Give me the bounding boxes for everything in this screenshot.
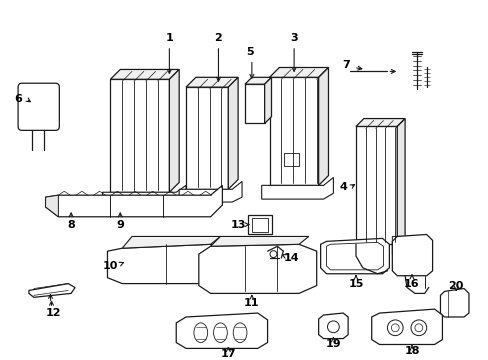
Text: 3: 3	[290, 33, 297, 43]
Polygon shape	[371, 309, 442, 345]
Polygon shape	[355, 126, 396, 244]
Text: 18: 18	[404, 346, 419, 356]
Text: 5: 5	[245, 47, 253, 57]
Polygon shape	[210, 237, 308, 246]
Polygon shape	[45, 185, 222, 217]
Polygon shape	[264, 77, 271, 123]
Polygon shape	[199, 244, 316, 293]
Polygon shape	[107, 244, 225, 284]
Polygon shape	[110, 79, 169, 192]
Text: 16: 16	[404, 279, 419, 289]
Text: 4: 4	[339, 182, 346, 192]
Polygon shape	[29, 284, 75, 297]
Polygon shape	[396, 118, 404, 244]
Polygon shape	[185, 87, 228, 189]
Text: 11: 11	[244, 298, 259, 308]
Text: 7: 7	[342, 59, 349, 69]
Polygon shape	[269, 67, 328, 77]
Polygon shape	[45, 195, 58, 217]
Polygon shape	[102, 185, 185, 207]
Polygon shape	[244, 84, 264, 123]
Text: 17: 17	[220, 349, 236, 359]
Polygon shape	[320, 238, 388, 274]
Text: 6: 6	[14, 94, 22, 104]
Polygon shape	[391, 237, 408, 254]
Polygon shape	[247, 215, 271, 234]
Text: 13: 13	[230, 220, 245, 230]
Polygon shape	[318, 67, 328, 185]
Text: 10: 10	[102, 261, 118, 271]
Polygon shape	[440, 288, 468, 317]
Text: 19: 19	[325, 339, 341, 350]
Text: 15: 15	[347, 279, 363, 289]
Text: 14: 14	[283, 253, 298, 263]
Polygon shape	[110, 69, 179, 79]
Polygon shape	[228, 77, 238, 189]
Polygon shape	[261, 177, 333, 199]
Polygon shape	[176, 313, 267, 348]
Polygon shape	[391, 234, 432, 276]
Polygon shape	[179, 181, 242, 202]
FancyBboxPatch shape	[18, 83, 59, 130]
Text: 2: 2	[214, 33, 222, 43]
Polygon shape	[269, 77, 318, 185]
Polygon shape	[169, 69, 179, 192]
Polygon shape	[355, 118, 404, 126]
Text: 8: 8	[67, 220, 75, 230]
Text: 20: 20	[447, 280, 463, 291]
Text: 1: 1	[165, 33, 173, 43]
Polygon shape	[244, 77, 271, 84]
Polygon shape	[185, 77, 238, 87]
Polygon shape	[122, 237, 220, 248]
Text: 9: 9	[116, 220, 124, 230]
Polygon shape	[318, 313, 347, 339]
Text: 12: 12	[45, 308, 61, 318]
